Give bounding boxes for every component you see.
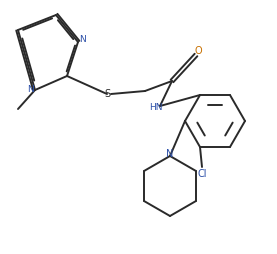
Text: N: N <box>27 86 33 94</box>
Text: O: O <box>194 46 202 56</box>
Text: N: N <box>166 149 174 159</box>
Text: Cl: Cl <box>197 169 207 179</box>
Text: HN: HN <box>149 103 163 112</box>
Text: N: N <box>79 36 86 44</box>
Text: S: S <box>104 89 110 99</box>
